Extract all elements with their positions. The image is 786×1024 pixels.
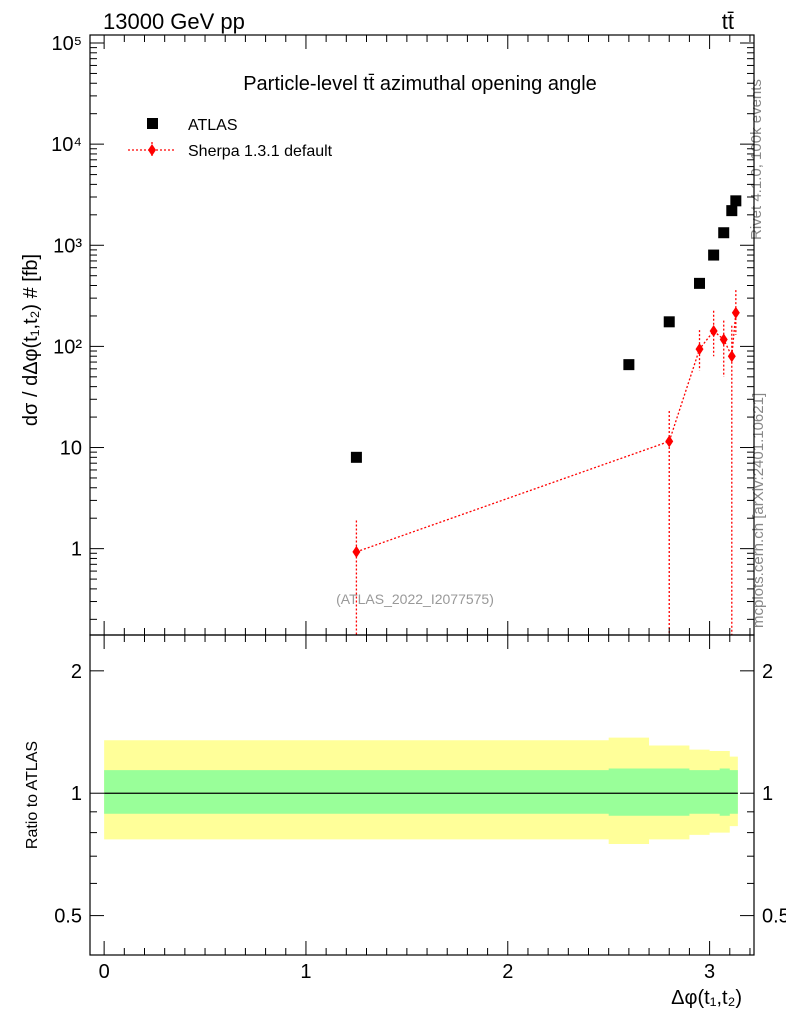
ratio-plot-panel: 0.5 0.5 1 1 2 2 0 1 2 3 Ratio to ATLAS Δφ(t₁,t₂) xyxy=(24,634,786,1009)
atlas-point xyxy=(623,359,635,371)
atlas-point xyxy=(663,316,675,328)
legend-marker-sherpa xyxy=(148,144,156,156)
chart-title: Particle-level tt̄ azimuthal opening ang… xyxy=(243,73,597,95)
energy-label: 13000 GeV pp xyxy=(103,9,245,34)
atlas-point xyxy=(350,451,362,463)
legend: ATLAS Sherpa 1.3.1 default xyxy=(128,117,333,160)
sherpa-point xyxy=(731,306,740,319)
atlas-point xyxy=(718,227,730,239)
y-tick-label: 10² xyxy=(53,336,82,358)
x-axis-label: Δφ(t₁,t₂) xyxy=(671,987,742,1009)
main-y-axis-label: dσ / dΔφ(t₁,t₂) # [fb] xyxy=(20,254,42,426)
sherpa-point xyxy=(665,435,674,448)
ratio-axis-ticks xyxy=(90,670,754,955)
ratio-plot-frame xyxy=(89,634,755,956)
x-tick-label: 2 xyxy=(502,961,513,983)
ratio-y-tick-labels: 0.5 0.5 1 1 2 2 xyxy=(54,661,786,928)
main-y-tick-labels: 1 10 10² 10³ 10⁴ 10⁵ xyxy=(51,33,82,561)
process-label: tt̄ xyxy=(722,9,734,34)
atlas-point xyxy=(726,205,738,217)
x-tick-label: 0 xyxy=(99,961,110,983)
x-tick-label: 3 xyxy=(704,961,715,983)
ratio-y-axis-label: Ratio to ATLAS xyxy=(24,741,41,849)
sherpa-point xyxy=(695,343,704,356)
legend-label-sherpa: Sherpa 1.3.1 default xyxy=(188,143,333,160)
ratio-band-inner xyxy=(104,768,738,816)
sherpa-line xyxy=(356,312,737,553)
ratio-y-tick-label-right: 0.5 xyxy=(762,906,786,928)
x-tick-labels: 0 1 2 3 xyxy=(99,961,716,983)
ratio-plot-content xyxy=(104,737,738,845)
ratio-y-tick-label-right: 1 xyxy=(762,783,773,805)
sherpa-point xyxy=(727,350,736,363)
rivet-label: Rivet 4.1.0, 100k events xyxy=(748,79,765,240)
atlas-point xyxy=(730,195,742,207)
analysis-tag: (ATLAS_2022_I2077575) xyxy=(336,591,494,607)
y-tick-label: 10⁵ xyxy=(51,33,82,55)
legend-label-atlas: ATLAS xyxy=(188,117,238,134)
atlas-point xyxy=(708,249,720,261)
ratio-y-tick-label-right: 2 xyxy=(762,661,773,683)
atlas-point xyxy=(694,277,706,289)
y-tick-label: 10³ xyxy=(53,235,82,257)
y-tick-label: 1 xyxy=(71,539,82,561)
main-axis-ticks xyxy=(90,35,754,649)
ratio-y-tick-label: 1 xyxy=(71,783,82,805)
legend-marker-atlas xyxy=(147,118,158,129)
main-plot-content xyxy=(350,195,742,635)
sherpa-point xyxy=(352,545,361,558)
mcplots-label: mcplots.cern.ch [arXiv:2401.10621] xyxy=(750,393,767,628)
main-plot-panel: 1 10 10² 10³ 10⁴ 10⁵ Particle-level tt̄ azimu… xyxy=(20,33,755,649)
sherpa-point xyxy=(719,333,728,346)
ratio-y-tick-label: 0.5 xyxy=(54,906,82,928)
ratio-y-tick-label: 2 xyxy=(71,661,82,683)
y-tick-label: 10 xyxy=(60,438,82,460)
sherpa-point xyxy=(709,324,718,337)
y-tick-label: 10⁴ xyxy=(51,134,82,156)
x-tick-label: 1 xyxy=(300,961,311,983)
